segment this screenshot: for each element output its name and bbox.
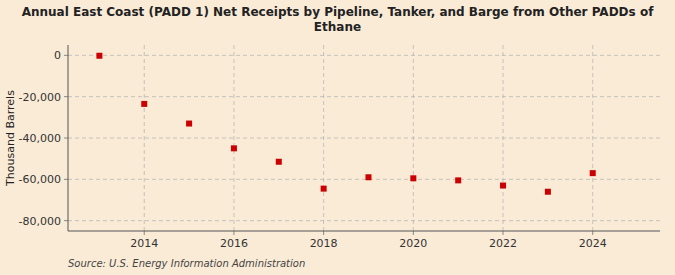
tick xyxy=(64,179,68,180)
grid-line xyxy=(233,45,234,231)
tick-label: 2018 xyxy=(310,237,338,250)
tick xyxy=(64,220,68,221)
point xyxy=(410,175,416,181)
grid-line xyxy=(68,96,660,97)
title: Annual East Coast (PADD 1) Net Receipts … xyxy=(22,5,654,34)
tick-label: 2024 xyxy=(579,237,607,250)
tick-label: 0 xyxy=(54,49,61,62)
point xyxy=(276,159,282,165)
point xyxy=(545,189,551,195)
axis-line xyxy=(68,231,660,232)
tick-label: 2020 xyxy=(399,237,427,250)
tick-label: -20,000 xyxy=(19,91,61,104)
point xyxy=(321,186,327,192)
tick xyxy=(323,231,324,235)
tick xyxy=(592,231,593,235)
points xyxy=(96,53,595,195)
axis-line xyxy=(68,45,69,231)
tick xyxy=(64,138,68,139)
tick xyxy=(144,231,145,235)
point xyxy=(186,121,192,127)
point xyxy=(365,174,371,180)
point xyxy=(96,53,102,59)
tick xyxy=(503,231,504,235)
point xyxy=(590,170,596,176)
grid-line xyxy=(68,220,660,221)
point xyxy=(141,101,147,107)
tick-label: -80,000 xyxy=(19,215,61,228)
point xyxy=(231,145,237,151)
tick xyxy=(413,231,414,235)
point xyxy=(500,183,506,189)
tick-label: 2016 xyxy=(220,237,248,250)
grid-line xyxy=(68,55,660,56)
grid-line xyxy=(68,138,660,139)
source: Source: U.S. Energy Information Administ… xyxy=(68,258,305,269)
tick xyxy=(64,55,68,56)
tick-label: -60,000 xyxy=(19,173,61,186)
tick-label: 2022 xyxy=(489,237,517,250)
grid-line xyxy=(68,179,660,180)
tick xyxy=(64,96,68,97)
grid-line xyxy=(144,45,145,231)
point xyxy=(455,177,461,183)
tick-label: 2014 xyxy=(130,237,158,250)
tick-label: -40,000 xyxy=(19,132,61,145)
axis-label: Thousand Barrels xyxy=(4,90,17,187)
tick xyxy=(233,231,234,235)
